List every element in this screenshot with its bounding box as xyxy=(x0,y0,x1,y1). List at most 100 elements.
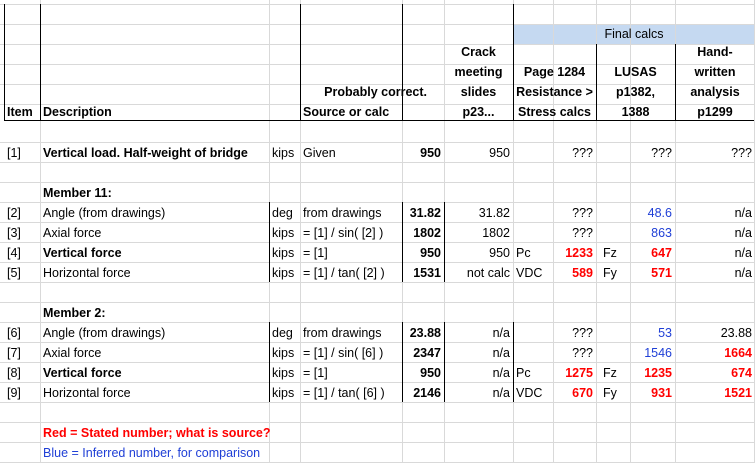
lusas-cell[interactable]: 863 xyxy=(651,226,672,240)
description-cell[interactable]: Vertical force xyxy=(43,246,122,260)
description-cell[interactable]: Angle (from drawings) xyxy=(43,326,166,340)
item-cell[interactable]: [4] xyxy=(7,246,21,260)
page1284-cell[interactable]: ??? xyxy=(572,326,593,340)
lusas-cell[interactable]: ??? xyxy=(651,146,672,160)
hand-cell[interactable]: 1664 xyxy=(724,346,752,360)
value-cell[interactable]: 23.88 xyxy=(409,326,441,340)
source-cell[interactable]: from drawings xyxy=(303,326,382,340)
hand-cell[interactable]: n/a xyxy=(734,246,752,260)
item-cell[interactable]: [5] xyxy=(7,266,21,280)
lusas-cell[interactable]: 1546 xyxy=(644,346,672,360)
lusas-cell[interactable]: 48.6 xyxy=(647,206,672,220)
crack-cell[interactable]: n/a xyxy=(492,386,510,400)
source-cell[interactable]: = [1] / tan( [2] ) xyxy=(303,266,385,280)
page1284-cell[interactable]: 670 xyxy=(572,386,593,400)
crack-cell[interactable]: not calc xyxy=(466,266,510,280)
unit-cell[interactable]: kips xyxy=(272,346,295,360)
item-cell[interactable]: [9] xyxy=(7,386,21,400)
legend-blue[interactable]: Blue = Inferred number, for comparison xyxy=(43,446,261,460)
value-cell[interactable]: 1802 xyxy=(413,226,441,240)
hand-cell[interactable]: ??? xyxy=(731,146,752,160)
unit-cell[interactable]: kips xyxy=(272,146,295,160)
page1284-label-cell[interactable]: Pc xyxy=(516,246,531,260)
unit-cell[interactable]: kips xyxy=(272,226,295,240)
description-header: Description xyxy=(43,105,112,119)
hand-cell[interactable]: 674 xyxy=(731,366,752,380)
final-calcs-fill xyxy=(513,24,755,44)
description-cell[interactable]: Angle (from drawings) xyxy=(43,206,166,220)
item-cell[interactable]: [3] xyxy=(7,226,21,240)
hand-cell[interactable]: n/a xyxy=(734,266,752,280)
description-cell[interactable]: Vertical load. Half-weight of bridge xyxy=(43,146,248,160)
source-cell[interactable]: = [1] xyxy=(303,246,328,260)
value-cell[interactable]: 2146 xyxy=(413,386,441,400)
page1284-cell[interactable]: 1233 xyxy=(565,246,593,260)
description-cell[interactable]: Axial force xyxy=(43,346,102,360)
source-cell[interactable]: from drawings xyxy=(303,206,382,220)
page1284-cell[interactable]: 589 xyxy=(572,266,593,280)
lusas-cell[interactable]: 571 xyxy=(651,266,672,280)
lusas-label-cell[interactable]: Fz xyxy=(603,246,617,260)
source-cell[interactable]: Given xyxy=(303,146,336,160)
page1284-label-cell[interactable]: VDC xyxy=(516,386,543,400)
page1284-cell[interactable]: ??? xyxy=(572,146,593,160)
page1284-cell[interactable]: 1275 xyxy=(565,366,593,380)
lusas-label-cell[interactable]: Fz xyxy=(603,366,617,380)
item-cell[interactable]: [8] xyxy=(7,366,21,380)
lusas-label-cell[interactable]: Fy xyxy=(603,386,617,400)
crack-cell[interactable]: 950 xyxy=(489,246,510,260)
crack-cell[interactable]: 1802 xyxy=(482,226,510,240)
crack-cell[interactable]: n/a xyxy=(492,366,510,380)
probably-correct-header: Probably correct. xyxy=(324,85,427,99)
source-or-calc-header: Source or calc xyxy=(303,105,390,119)
item-header: Item xyxy=(7,105,33,119)
item-cell[interactable]: [1] xyxy=(7,146,21,160)
crack-cell[interactable]: n/a xyxy=(492,346,510,360)
lusas-cell[interactable]: 53 xyxy=(658,326,672,340)
page1284-label-cell[interactable]: Pc xyxy=(516,366,531,380)
page1284-label-cell[interactable]: VDC xyxy=(516,266,543,280)
final-calcs-header: Final calcs xyxy=(604,27,664,41)
lusas-cell[interactable]: 1235 xyxy=(644,366,672,380)
description-cell[interactable]: Horizontal force xyxy=(43,386,131,400)
lusas-cell[interactable]: 647 xyxy=(651,246,672,260)
member-11-heading[interactable]: Member 11: xyxy=(43,186,112,200)
hand-cell[interactable]: 23.88 xyxy=(720,326,752,340)
unit-cell[interactable]: kips xyxy=(272,246,295,260)
lusas-cell[interactable]: 931 xyxy=(651,386,672,400)
crack-cell[interactable]: 31.82 xyxy=(478,206,510,220)
member-2-heading[interactable]: Member 2: xyxy=(43,306,106,320)
source-cell[interactable]: = [1] / tan( [6] ) xyxy=(303,386,385,400)
unit-cell[interactable]: kips xyxy=(272,386,295,400)
legend-red[interactable]: Red = Stated number; what is source? xyxy=(43,426,271,440)
source-cell[interactable]: = [1] / sin( [2] ) xyxy=(303,226,384,240)
value-cell[interactable]: 950 xyxy=(420,246,441,260)
source-cell[interactable]: = [1] xyxy=(303,366,328,380)
hand-cell[interactable]: n/a xyxy=(734,206,752,220)
value-cell[interactable]: 950 xyxy=(420,366,441,380)
crack-cell[interactable]: n/a xyxy=(492,326,510,340)
item-cell[interactable]: [7] xyxy=(7,346,21,360)
hand-cell[interactable]: n/a xyxy=(734,226,752,240)
unit-cell[interactable]: kips xyxy=(272,366,295,380)
page1284-cell[interactable]: ??? xyxy=(572,226,593,240)
item-cell[interactable]: [6] xyxy=(7,326,21,340)
value-cell[interactable]: 2347 xyxy=(413,346,441,360)
unit-cell[interactable]: deg xyxy=(272,206,293,220)
unit-cell[interactable]: kips xyxy=(272,266,295,280)
hand-cell[interactable]: 1521 xyxy=(724,386,752,400)
value-cell[interactable]: 1531 xyxy=(413,266,441,280)
description-cell[interactable]: Vertical force xyxy=(43,366,122,380)
description-cell[interactable]: Horizontal force xyxy=(43,266,131,280)
crack-cell[interactable]: 950 xyxy=(489,146,510,160)
description-cell[interactable]: Axial force xyxy=(43,226,102,240)
page1284-cell[interactable]: ??? xyxy=(572,206,593,220)
lusas-label-cell[interactable]: Fy xyxy=(603,266,617,280)
item-cell[interactable]: [2] xyxy=(7,206,21,220)
value-cell[interactable]: 31.82 xyxy=(409,206,441,220)
value-cell[interactable]: 950 xyxy=(420,146,441,160)
unit-cell[interactable]: deg xyxy=(272,326,293,340)
source-cell[interactable]: = [1] / sin( [6] ) xyxy=(303,346,384,360)
page1284-cell[interactable]: ??? xyxy=(572,346,593,360)
